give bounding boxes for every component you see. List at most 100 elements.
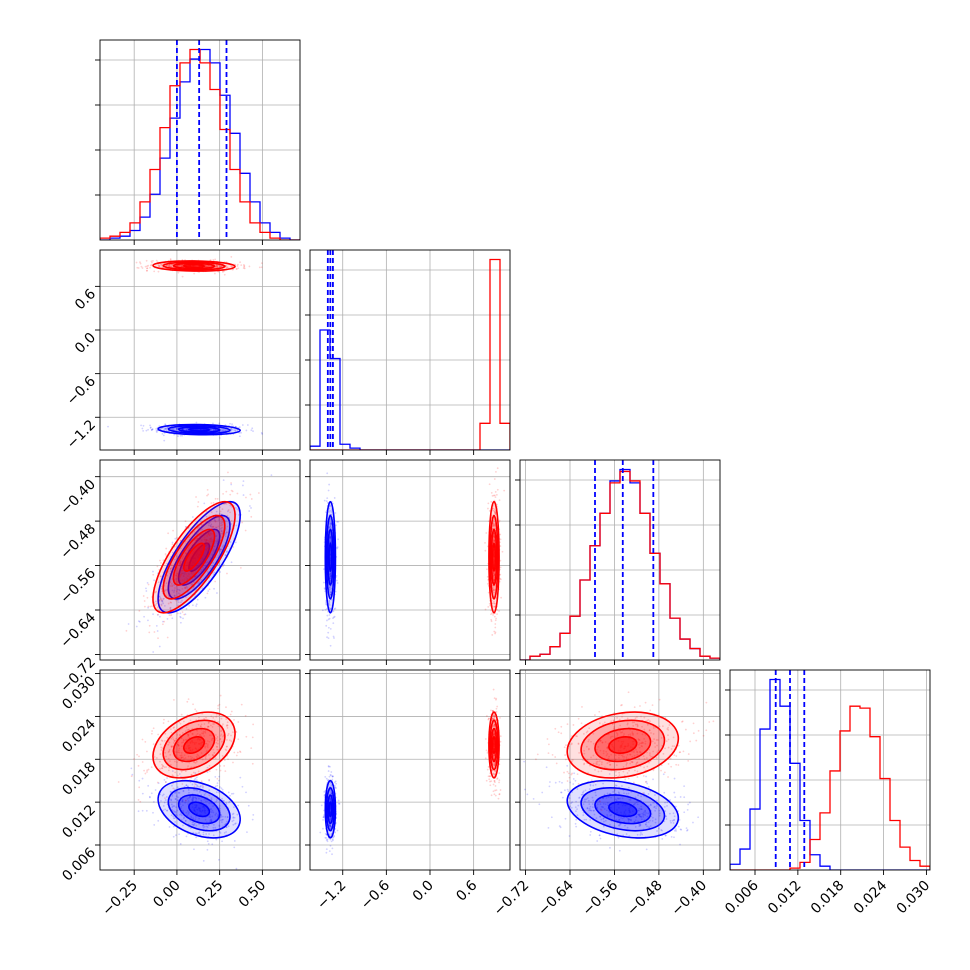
- scatter-point: [218, 714, 221, 717]
- scatter-point: [337, 520, 340, 523]
- scatter-point: [188, 728, 190, 731]
- contour-series-1: [491, 542, 497, 572]
- scatter-point: [488, 775, 491, 778]
- scatter-point: [190, 572, 193, 575]
- axis-frame: [99, 249, 301, 451]
- scatter-point: [137, 798, 140, 801]
- scatter-point: [187, 575, 190, 577]
- scatter-point: [336, 582, 339, 584]
- scatter-point: [213, 519, 216, 521]
- scatter-point: [325, 500, 328, 503]
- scatter-point: [204, 531, 207, 533]
- scatter-point: [188, 573, 191, 576]
- scatter-point: [320, 804, 323, 807]
- scatter-point: [176, 733, 179, 736]
- scatter-point: [629, 806, 632, 808]
- scatter-point: [622, 789, 625, 792]
- scatter-point: [202, 824, 204, 827]
- scatter-point: [181, 579, 184, 582]
- scatter-point: [218, 517, 221, 519]
- scatter-point: [195, 734, 198, 737]
- scatter-point: [207, 725, 210, 728]
- scatter-point: [201, 587, 204, 590]
- scatter-point: [191, 756, 194, 759]
- scatter-point: [328, 600, 331, 603]
- scatter-point: [172, 805, 175, 807]
- scatter-point: [188, 811, 190, 814]
- scatter-point: [486, 752, 489, 754]
- scatter-point: [210, 786, 213, 789]
- scatter-point: [609, 824, 611, 826]
- scatter-point: [251, 736, 254, 739]
- scatter-point: [180, 539, 182, 542]
- scatter-point: [237, 505, 239, 508]
- scatter-point: [207, 533, 210, 535]
- scatter-point: [178, 747, 181, 750]
- scatter-point: [323, 499, 326, 502]
- scatter-point: [177, 749, 180, 752]
- scatter-point: [206, 488, 209, 491]
- scatter-point: [196, 505, 199, 508]
- y-tick-label: 0.018: [59, 759, 99, 799]
- scatter-point: [210, 811, 213, 814]
- scatter-point: [166, 574, 169, 577]
- scatter-point: [187, 799, 190, 802]
- scatter-point: [493, 478, 496, 480]
- scatter-point: [156, 630, 159, 632]
- scatter-point: [237, 804, 240, 807]
- scatter-point: [584, 789, 587, 792]
- scatter-point: [178, 733, 181, 736]
- scatter-point: [229, 493, 232, 496]
- contour-series-0: [188, 801, 211, 818]
- scatter-point: [192, 561, 194, 564]
- scatter-point: [572, 778, 575, 780]
- scatter-point: [185, 573, 188, 575]
- scatter-point: [176, 572, 179, 575]
- scatter-point: [219, 769, 222, 772]
- scatter-point: [215, 745, 218, 748]
- scatter-point: [162, 765, 165, 768]
- scatter-point: [493, 754, 496, 757]
- scatter-point: [151, 261, 153, 264]
- scatter-point: [190, 758, 193, 760]
- scatter-point: [328, 604, 331, 606]
- scatter-point: [214, 785, 217, 788]
- scatter-point: [187, 785, 189, 788]
- scatter-point: [179, 561, 181, 564]
- scatter-point: [241, 785, 244, 788]
- scatter-point: [639, 815, 642, 818]
- scatter-point: [329, 798, 332, 801]
- scatter-point: [168, 741, 171, 744]
- scatter-point: [168, 750, 171, 753]
- scatter-point: [209, 259, 212, 262]
- scatter-point: [493, 524, 496, 527]
- scatter-point: [200, 568, 203, 571]
- scatter-point: [219, 510, 222, 513]
- scatter-point: [184, 586, 187, 589]
- scatter-point: [226, 555, 229, 558]
- scatter-point: [194, 539, 197, 542]
- scatter-point: [178, 833, 181, 836]
- scatter-point: [174, 587, 176, 589]
- scatter-point: [169, 585, 172, 587]
- scatter-point: [156, 429, 159, 432]
- scatter-point: [201, 524, 204, 527]
- scatter-point: [201, 786, 204, 789]
- contour-series-1: [172, 262, 216, 270]
- scatter-point: [218, 791, 221, 794]
- scatter-point: [221, 508, 224, 511]
- scatter-point: [243, 265, 246, 268]
- scatter-point: [208, 833, 210, 835]
- scatter-point: [215, 429, 217, 431]
- scatter-point: [608, 792, 611, 795]
- scatter-point: [490, 491, 493, 494]
- scatter-point: [181, 428, 184, 431]
- scatter-point: [329, 504, 332, 507]
- scatter-point: [192, 808, 195, 810]
- scatter-point: [231, 820, 234, 823]
- density-fill: [173, 529, 215, 586]
- scatter-point: [162, 805, 165, 807]
- scatter-point: [326, 607, 328, 610]
- scatter-point: [167, 751, 170, 753]
- scatter-point: [327, 626, 330, 629]
